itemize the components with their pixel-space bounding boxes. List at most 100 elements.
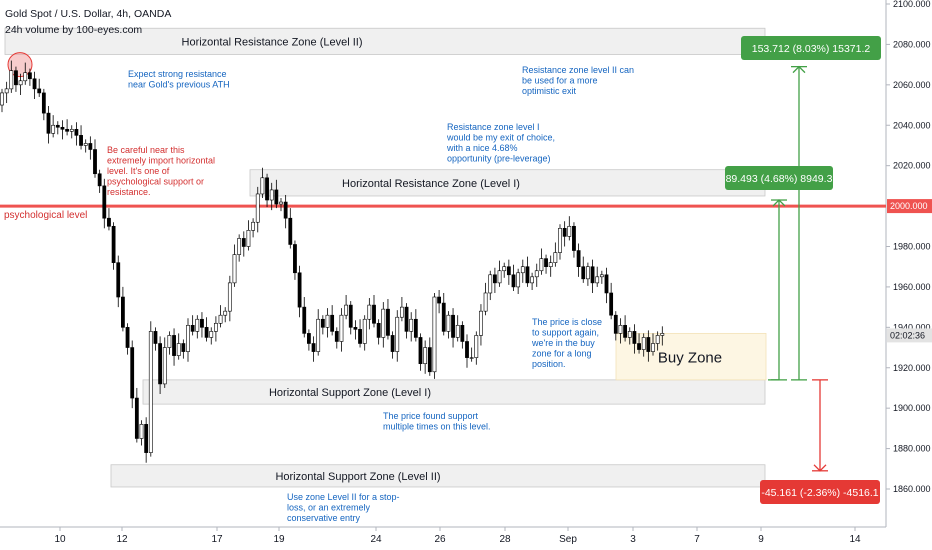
note-text: Be careful near this xyxy=(107,145,185,155)
candle-body xyxy=(32,78,37,90)
candle-body xyxy=(516,272,521,288)
candle-body xyxy=(409,318,414,332)
measure-label: 89.493 (4.68%) 8949.3 xyxy=(726,173,833,185)
measure-label: 153.712 (8.03%) 15371.2 xyxy=(752,43,871,55)
note-text: would be my exit of choice, xyxy=(446,133,555,143)
horizontal-zone xyxy=(249,169,766,197)
x-tick-label: 24 xyxy=(370,534,382,545)
candle-body xyxy=(0,92,4,106)
candle-body xyxy=(623,325,628,338)
note-text: level. It's one of xyxy=(107,166,170,176)
y-tick-label: 1960.000 xyxy=(893,282,931,292)
buy-zone xyxy=(615,332,767,381)
candle-body xyxy=(279,201,283,205)
candle-body xyxy=(386,308,390,336)
x-tick-label: 12 xyxy=(116,534,128,545)
candle-body xyxy=(376,322,381,338)
candle-body xyxy=(427,347,432,373)
psychological-level-price-tag xyxy=(887,199,932,214)
y-tick-label: 1880.000 xyxy=(893,444,931,454)
candle-body xyxy=(14,70,18,86)
candle-body xyxy=(432,296,437,373)
candle-body xyxy=(367,304,372,320)
candle-body xyxy=(237,238,242,255)
candle-body xyxy=(172,335,176,356)
candle-body xyxy=(4,88,9,94)
measure-arrowhead xyxy=(772,199,786,207)
x-tick-label: 17 xyxy=(211,534,223,545)
candle-body xyxy=(46,112,51,134)
candle-body xyxy=(372,304,376,324)
candle-body xyxy=(381,308,386,338)
candle-body xyxy=(530,276,535,284)
candle-body xyxy=(283,201,288,219)
candle-body xyxy=(134,397,139,439)
candle-body xyxy=(232,254,237,284)
chart-subtitle: 24h volume by 100-eyes.com xyxy=(5,24,142,36)
candle-body xyxy=(162,347,167,385)
candle-body xyxy=(399,306,404,318)
candle-body xyxy=(558,228,562,253)
measure-label-box xyxy=(760,480,880,504)
candle-body xyxy=(492,274,497,284)
candle-body xyxy=(595,276,600,284)
x-tick-label: 10 xyxy=(54,534,66,545)
candle-body xyxy=(274,189,279,205)
candle-body xyxy=(576,250,581,268)
y-tick-label: 2060.000 xyxy=(893,80,931,90)
candle-body xyxy=(344,304,349,316)
candle-body xyxy=(83,143,88,146)
note-text: we're in the buy xyxy=(531,338,595,348)
y-tick-label: 1920.000 xyxy=(893,363,931,373)
x-tick-label: 14 xyxy=(849,534,861,545)
candle-body xyxy=(41,92,46,114)
candle-body xyxy=(581,266,586,280)
chart-title: Gold Spot / U.S. Dollar, 4h, OANDA xyxy=(5,8,171,20)
candle-body xyxy=(497,270,502,284)
candle-body xyxy=(330,314,335,332)
candle-body xyxy=(167,335,172,348)
measure-label-box xyxy=(725,166,833,190)
candle-body xyxy=(23,72,28,82)
candle-body xyxy=(158,343,163,385)
candle-body xyxy=(190,325,195,332)
measure-label: -45.161 (-2.36%) -4516.1 xyxy=(761,487,878,499)
candle-body xyxy=(74,128,79,136)
candle-body xyxy=(660,333,665,336)
candle-body xyxy=(297,272,302,308)
zone-label: Horizontal Resistance Zone (Level I) xyxy=(342,178,520,190)
candle-body xyxy=(9,70,14,90)
candle-body xyxy=(293,244,297,274)
measure-label-box xyxy=(741,36,881,60)
current-price-tag xyxy=(887,328,932,343)
note-text: loss, or an extremely xyxy=(287,503,371,513)
candle-body xyxy=(525,266,530,284)
note-text: Resistance zone level II can xyxy=(522,65,634,75)
candle-body xyxy=(65,128,70,132)
candle-body xyxy=(37,88,42,94)
candle-body xyxy=(260,177,265,195)
y-tick-label: 2040.000 xyxy=(893,120,931,130)
candle-body xyxy=(599,274,604,278)
note-text: resistance. xyxy=(107,187,151,197)
candle-body xyxy=(348,304,353,328)
note-text: near Gold's previous ATH xyxy=(128,80,230,90)
candle-body xyxy=(69,128,74,132)
candle-body xyxy=(223,310,228,316)
candle-body xyxy=(139,424,144,439)
candle-body xyxy=(460,325,465,342)
measure-arrowhead xyxy=(813,464,827,472)
candle-body xyxy=(544,258,548,268)
horizontal-zone xyxy=(4,27,766,55)
candle-body xyxy=(413,318,418,338)
candle-body xyxy=(288,217,293,245)
psychological-level-label: psychological level xyxy=(4,210,87,221)
candle-body xyxy=(418,337,423,365)
candle-body xyxy=(325,314,330,328)
note-text: to support again, xyxy=(532,328,599,338)
candle-body xyxy=(51,124,56,134)
candle-body xyxy=(511,274,516,288)
candle-body xyxy=(79,135,83,146)
note-text: zone for a long xyxy=(532,349,592,359)
